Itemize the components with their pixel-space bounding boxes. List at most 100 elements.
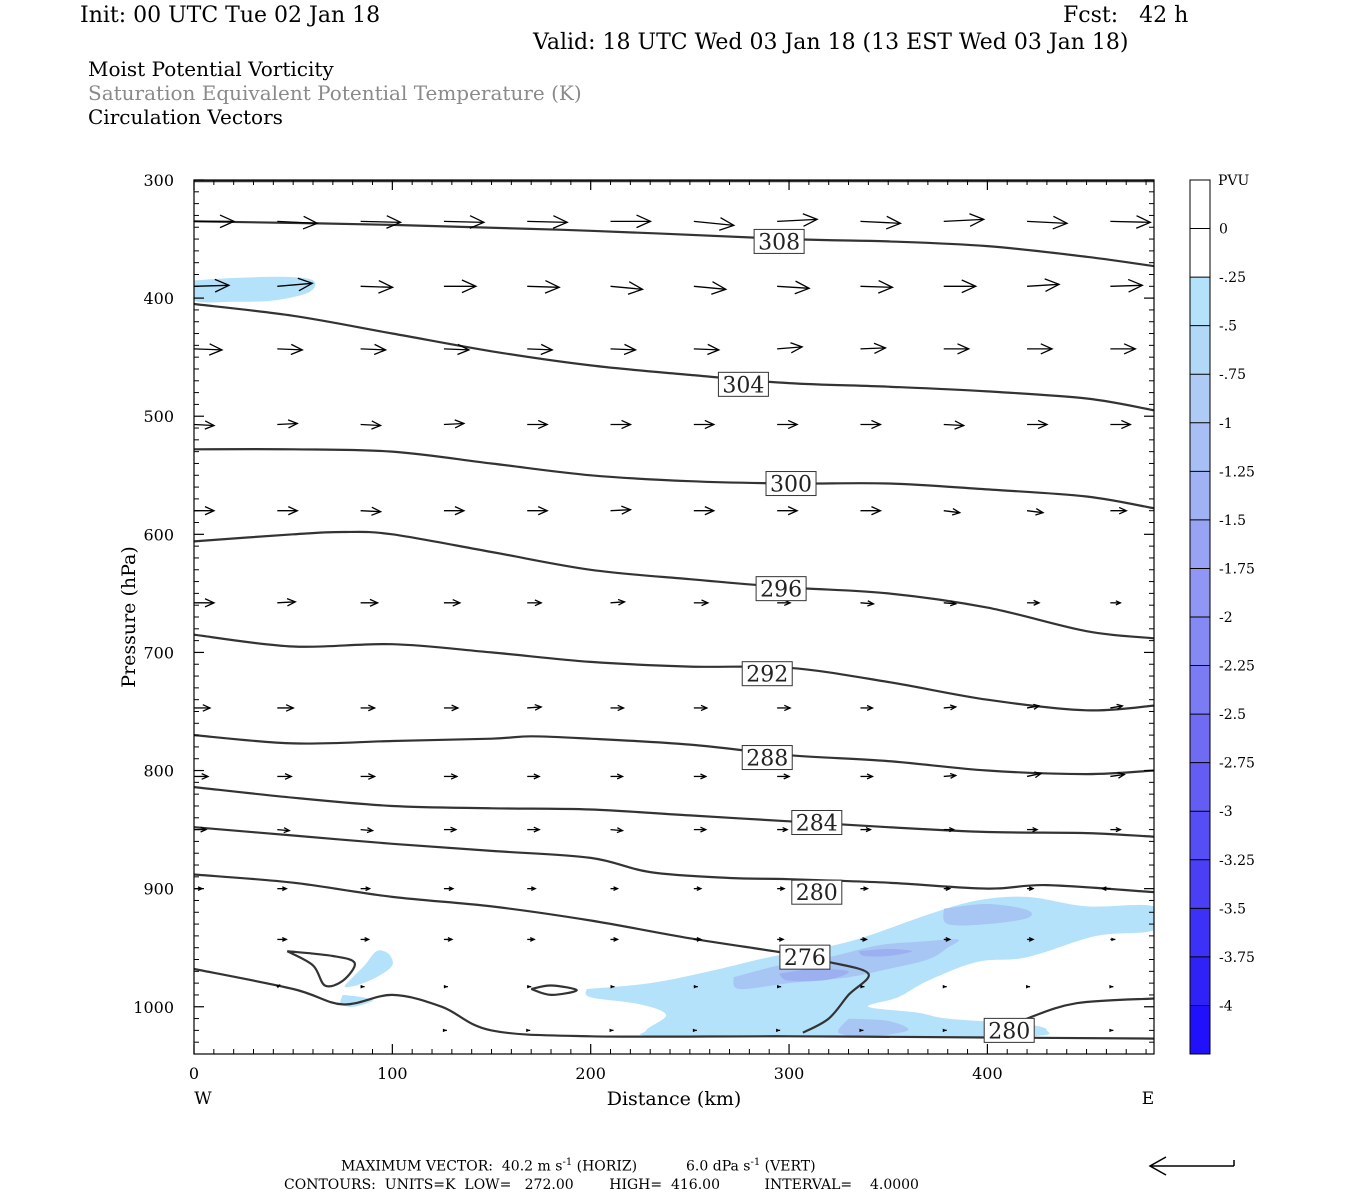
circulation-vector xyxy=(360,215,403,229)
circulation-vector xyxy=(360,279,395,294)
theta-contour-280 xyxy=(194,826,1154,894)
circulation-vector xyxy=(527,826,541,833)
colorbar-swatch xyxy=(1190,180,1210,229)
circulation-vector xyxy=(1110,826,1122,833)
x-tick-label: 200 xyxy=(575,1064,606,1083)
circulation-vector xyxy=(610,343,638,356)
circulation-vector xyxy=(610,827,625,834)
colorbar-label: -.75 xyxy=(1219,367,1246,383)
circulation-vector xyxy=(1109,984,1114,989)
max-vector-label: MAXIMUM VECTOR: xyxy=(341,1158,493,1175)
y-tick-label: 800 xyxy=(143,762,174,781)
circulation-vector xyxy=(443,343,471,356)
colorbar-label: -4 xyxy=(1219,998,1233,1014)
circulation-vector xyxy=(277,419,299,429)
colorbar-label: -3.25 xyxy=(1219,853,1255,869)
circulation-vector xyxy=(860,704,875,711)
colorbar-swatch xyxy=(1190,617,1210,666)
pv-shade-region xyxy=(838,1018,909,1037)
circulation-vector xyxy=(777,419,799,430)
pv-shade-region xyxy=(344,950,393,988)
circulation-vector xyxy=(1027,886,1035,892)
east-label: E xyxy=(1142,1089,1154,1109)
circulation-vector xyxy=(692,1028,697,1033)
pv-shade-region xyxy=(779,968,849,982)
colorbar-swatch xyxy=(1190,374,1210,423)
circulation-vectors xyxy=(194,213,1152,1033)
circulation-vector xyxy=(777,984,782,989)
circulation-vector xyxy=(194,343,224,356)
contour-label: 304 xyxy=(722,373,764,398)
x-axis-label: Distance (km) xyxy=(607,1088,742,1110)
circulation-vector xyxy=(1027,937,1035,942)
circulation-vector xyxy=(943,826,956,833)
circulation-vector xyxy=(860,342,888,354)
theta-contour xyxy=(286,950,356,988)
circulation-vector xyxy=(610,886,620,892)
circulation-vector xyxy=(610,704,626,712)
circulation-vector xyxy=(277,886,288,892)
max-vector-horiz: 40.2 m s xyxy=(501,1158,563,1175)
contour-label: 308 xyxy=(758,230,800,255)
circulation-vector xyxy=(1027,599,1041,606)
colorbar-label: 0 xyxy=(1219,222,1228,238)
y-tick-label: 700 xyxy=(143,643,174,662)
circulation-vector xyxy=(360,598,380,607)
circulation-vector xyxy=(277,343,304,356)
colorbar-unit: PVU xyxy=(1218,173,1250,189)
circulation-vector xyxy=(1110,506,1128,515)
theta-contour-304 xyxy=(194,302,1154,412)
max-vector-caption: MAXIMUM VECTOR: 40.2 m s-1 (HORIZ) 6.0 d… xyxy=(341,1157,816,1175)
circulation-vector xyxy=(275,984,281,989)
circulation-vector xyxy=(194,598,216,608)
x-tick-label: 300 xyxy=(774,1064,805,1083)
circulation-vector xyxy=(943,343,971,355)
circulation-vector xyxy=(277,215,319,230)
circulation-vector xyxy=(1110,278,1144,293)
colorbar-swatch xyxy=(1190,859,1210,909)
circulation-vector xyxy=(1026,984,1031,989)
circulation-vector xyxy=(1110,771,1126,779)
circulation-vector xyxy=(526,1028,531,1033)
circulation-vector xyxy=(860,826,873,833)
colorbar-label: -2.5 xyxy=(1219,707,1246,723)
circulation-vector xyxy=(610,505,633,515)
max-vector-vert: 6.0 dPa s xyxy=(686,1158,751,1175)
circulation-vector xyxy=(693,984,698,989)
circulation-vector xyxy=(1027,419,1049,430)
contour-label: 284 xyxy=(796,812,838,837)
colorbar-swatch xyxy=(1190,471,1210,520)
contour-label-box xyxy=(791,810,843,836)
pv-shading xyxy=(194,276,1154,1037)
circulation-vector xyxy=(859,1028,864,1033)
y-axis-label: Pressure (hPa) xyxy=(118,546,140,688)
colorbar-label: -3.5 xyxy=(1219,901,1246,917)
theta-contour-284 xyxy=(194,786,1154,838)
pv-shade-region xyxy=(858,948,912,957)
colorbar-label: -1.25 xyxy=(1219,464,1255,480)
circulation-vector xyxy=(777,886,786,892)
colorbar-label: -2.75 xyxy=(1219,756,1255,772)
circulation-vector xyxy=(860,419,883,430)
circulation-vector xyxy=(1026,703,1041,710)
theta-contour-300 xyxy=(194,448,1154,510)
circulation-vector xyxy=(943,420,966,430)
circulation-vector xyxy=(1027,278,1061,293)
circulation-vector xyxy=(527,279,561,294)
x-tick-label: 100 xyxy=(377,1064,408,1083)
colorbar: 0 -.25 -.5 -.75 -1 -1.25 -1.5 -1.75 -2 -2.25 -2.5 -… xyxy=(1189,179,1255,1055)
theta-contour-276 xyxy=(194,873,870,1034)
vert-suffix: (VERT) xyxy=(764,1158,816,1175)
circulation-vector xyxy=(527,599,543,607)
circulation-vector xyxy=(443,419,466,429)
contour-labels: 308 304 300 296 292 288 284 280 276 280 xyxy=(717,228,1035,1044)
circulation-vector xyxy=(777,506,799,516)
contour-label-box xyxy=(983,1017,1035,1043)
circulation-vector xyxy=(693,773,708,780)
circulation-vector xyxy=(776,1028,781,1033)
circulation-vector xyxy=(943,279,978,294)
colorbar-swatch xyxy=(1190,956,1210,1006)
circulation-vector xyxy=(1027,215,1069,230)
circulation-vector xyxy=(443,704,460,712)
circulation-vector xyxy=(693,419,716,430)
